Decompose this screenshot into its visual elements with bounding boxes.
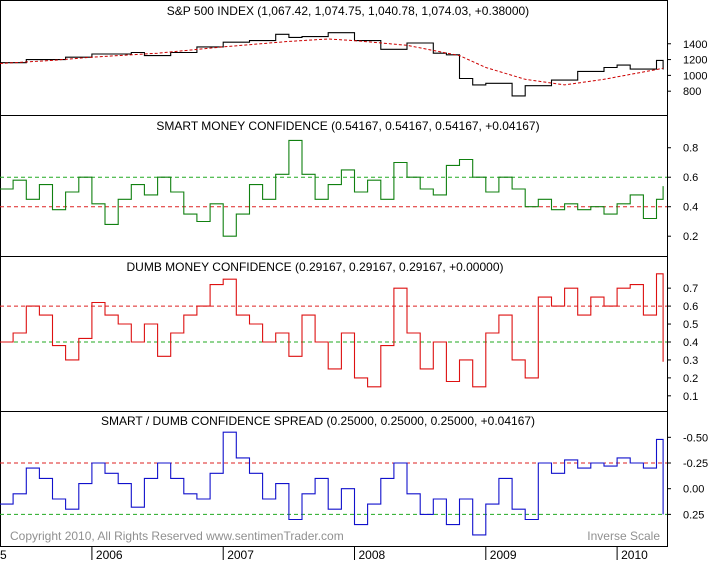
- series-line-price: [0, 32, 664, 97]
- y-tick-label: 0.5: [683, 319, 698, 331]
- copyright-text: Copyright 2010, All Rights Reserved www.…: [10, 529, 344, 543]
- y-tick-label: 0.6: [683, 172, 698, 184]
- y-axes-layer: 800 1000 1200 1400 0.2 0.4 0.6 0.8 0.1 0.2 0.3 0.4 0…: [667, 39, 708, 521]
- y-tick-label: -0.50: [683, 432, 708, 444]
- y-tick-label: 0.1: [683, 391, 698, 403]
- y-tick-label: 0.2: [683, 231, 698, 243]
- series-line-smart: [0, 139, 664, 237]
- y-tick-label: 800: [683, 86, 701, 98]
- y-tick-label: 0.8: [683, 143, 698, 155]
- y-tick-label: -0.25: [683, 458, 708, 470]
- x-edge-label: 5: [0, 548, 7, 562]
- x-tick-label: 2008: [359, 548, 386, 562]
- y-tick-label: 0.4: [683, 202, 698, 214]
- dumb-money-title: DUMB MONEY CONFIDENCE (0.29167, 0.29167,…: [127, 260, 504, 274]
- inverse-scale-note: Inverse Scale: [587, 529, 660, 543]
- x-tick-label: 2007: [227, 548, 254, 562]
- y-tick-label: 1400: [683, 39, 707, 51]
- y-tick-label: 0.7: [683, 283, 698, 295]
- x-tick-label: 2006: [96, 548, 123, 562]
- x-tick-label: 2009: [490, 548, 517, 562]
- y-tick-label: 0.4: [683, 337, 698, 349]
- series-line-spread: [0, 431, 664, 536]
- x-axis: 2006 2007 2008 2009 2010 5: [0, 546, 648, 562]
- y-tick-label: 0.00: [683, 484, 704, 496]
- series-line-dumb: [0, 273, 664, 388]
- y-tick-label: 1200: [683, 55, 707, 67]
- panel-frame-1: [0, 115, 668, 257]
- panel-frames: [0, 0, 668, 547]
- y-tick-label: 0.3: [683, 355, 698, 367]
- sp500-title: S&P 500 INDEX (1,067.42, 1,074.75, 1,040…: [167, 4, 529, 18]
- panel-frame-3: [0, 411, 668, 547]
- plots-layer: [0, 32, 667, 536]
- spread-title: SMART / DUMB CONFIDENCE SPREAD (0.25000,…: [101, 414, 535, 428]
- y-tick-label: 1000: [683, 70, 707, 82]
- y-tick-label: 0.2: [683, 373, 698, 385]
- smart-money-title: SMART MONEY CONFIDENCE (0.54167, 0.54167…: [156, 119, 539, 133]
- x-tick-label: 2010: [621, 548, 648, 562]
- y-tick-label: 0.25: [683, 509, 704, 521]
- panel-frame-2: [0, 256, 668, 412]
- series-line-ma: [0, 38, 664, 86]
- y-tick-label: 0.6: [683, 301, 698, 313]
